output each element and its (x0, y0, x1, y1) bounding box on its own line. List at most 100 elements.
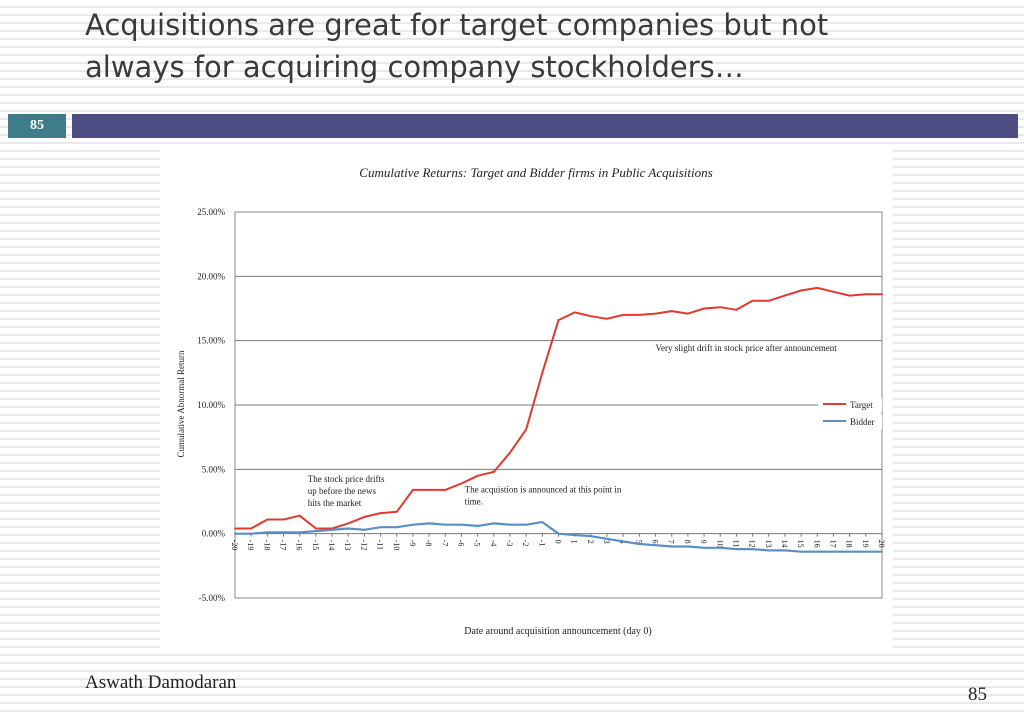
data-point-bidder (428, 522, 430, 525)
x-tick-label: -19 (246, 540, 255, 551)
x-tick-label: -13 (343, 540, 352, 551)
data-point-target (282, 518, 285, 521)
data-point-bidder (444, 523, 447, 526)
data-point-target (800, 289, 803, 292)
data-point-target (460, 482, 463, 485)
x-tick-label: -18 (262, 540, 271, 551)
data-point-target (735, 308, 738, 311)
data-point-target (703, 307, 705, 310)
data-point-target (622, 314, 625, 316)
annotation-line: Very slight drift in stock price after a… (656, 343, 838, 353)
data-point-target (687, 312, 689, 315)
data-point-bidder (541, 521, 544, 523)
data-point-target (606, 317, 608, 320)
data-point-bidder (703, 546, 705, 549)
chart-ylabel: Cumulative Abnormal Return (176, 350, 186, 457)
data-point-bidder (800, 550, 803, 553)
x-tick-label: -11 (376, 540, 385, 550)
data-point-bidder (250, 532, 253, 535)
data-point-target (298, 514, 301, 517)
data-point-target (767, 299, 770, 302)
chart-title: Cumulative Returns: Target and Bidder fi… (359, 165, 712, 180)
data-point-target (816, 287, 819, 289)
annotation: The stock price drifts up before the news… (308, 474, 385, 508)
x-tick-label: 2 (586, 540, 595, 544)
data-point-target (589, 315, 592, 318)
data-point-bidder (864, 550, 867, 553)
annotation: Very slight drift in stock price after a… (656, 343, 838, 353)
x-tick-label: 1 (570, 540, 579, 544)
data-point-target (266, 518, 269, 521)
x-tick-label: 7 (667, 540, 676, 544)
y-tick-label: 25.00% (197, 207, 225, 217)
data-point-bidder (670, 545, 673, 548)
data-point-bidder (298, 531, 301, 534)
data-point-target (509, 451, 511, 454)
x-tick-label: -9 (408, 540, 417, 547)
data-point-target (638, 314, 641, 316)
x-tick-label: 3 (602, 540, 611, 544)
data-point-target (848, 294, 851, 297)
data-point-target (557, 319, 560, 321)
data-point-target (573, 311, 576, 314)
x-tick-label: 11 (731, 540, 740, 548)
x-tick-label: -17 (279, 540, 288, 551)
y-tick-label: -5.00% (199, 593, 226, 603)
y-tick-label: 15.00% (197, 336, 225, 346)
x-tick-label: 14 (780, 540, 789, 548)
data-point-bidder (363, 528, 366, 531)
x-tick-label: 16 (812, 540, 821, 548)
data-point-target (412, 489, 414, 491)
data-point-bidder (832, 550, 835, 553)
x-tick-label: -2 (521, 540, 530, 547)
data-point-bidder (525, 523, 528, 526)
data-point-target (379, 512, 382, 514)
x-tick-label: -20 (230, 540, 239, 551)
x-tick-label: 15 (796, 540, 805, 548)
data-point-bidder (784, 549, 786, 552)
data-point-bidder (314, 530, 317, 532)
x-tick-label: 10 (715, 540, 724, 548)
x-tick-label: -5 (473, 540, 482, 547)
data-point-target (654, 312, 657, 315)
data-point-bidder (606, 537, 608, 540)
x-tick-label: 6 (651, 540, 660, 544)
data-point-target (719, 306, 722, 309)
legend-label-target: Target (850, 400, 873, 410)
data-point-target (751, 299, 754, 302)
data-point-target (864, 293, 867, 296)
data-point-bidder (509, 523, 511, 526)
x-tick-label: 5 (634, 540, 643, 544)
data-point-target (881, 293, 883, 296)
chart-xlabel: Date around acquisition announcement (da… (464, 626, 651, 637)
data-point-bidder (767, 549, 770, 552)
x-tick-label: -10 (392, 540, 401, 551)
slide-number-badge: 85 (8, 114, 66, 138)
annotation-line: The acquistion is announced at this poin… (465, 484, 622, 494)
x-tick-label: -1 (537, 540, 546, 547)
x-tick-label: 12 (748, 540, 757, 548)
legend-label-bidder: Bidder (850, 417, 875, 427)
x-tick-label: -8 (424, 540, 433, 547)
data-point-target (428, 489, 430, 491)
data-point-bidder (816, 550, 819, 553)
data-point-target (832, 290, 835, 293)
x-tick-label: 0 (554, 540, 563, 544)
annotation: The acquistion is announced at this poin… (465, 484, 622, 506)
data-point-target (541, 371, 544, 374)
data-point-bidder (557, 532, 560, 535)
annotation-line: hits the market (308, 498, 362, 508)
data-point-target (314, 527, 317, 530)
y-tick-label: 20.00% (197, 271, 225, 281)
x-tick-label: -3 (505, 540, 514, 547)
slide-title-line1: Acquisitions are great for target compan… (85, 8, 829, 42)
data-point-bidder (282, 531, 285, 534)
data-point-target (250, 527, 253, 530)
x-tick-label: 20 (877, 540, 886, 548)
data-point-target (476, 474, 479, 477)
x-tick-label: -16 (295, 540, 304, 551)
data-point-bidder (638, 543, 641, 545)
x-tick-label: -14 (327, 540, 336, 551)
data-point-bidder (412, 523, 414, 526)
data-point-target (395, 510, 398, 513)
